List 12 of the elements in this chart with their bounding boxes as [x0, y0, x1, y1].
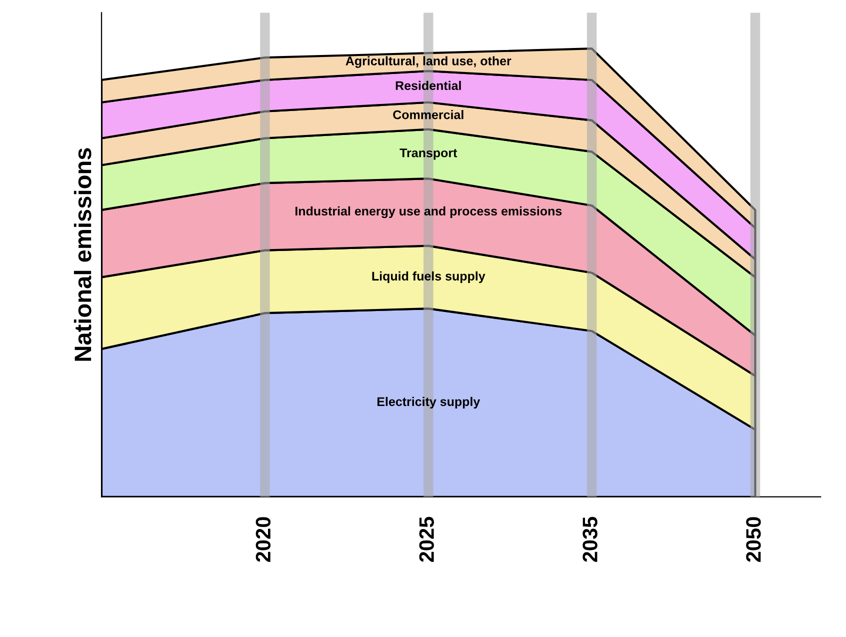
x-tick-label: 2050 — [746, 517, 761, 562]
series-label: Electricity supply — [377, 396, 480, 409]
series-label: Residential — [396, 80, 461, 90]
x-tick-label: 2025 — [419, 516, 434, 562]
series-label: Transport — [400, 148, 458, 160]
series-label: Liquid fuels supply — [372, 271, 486, 284]
x-tick-label: 2035 — [582, 516, 598, 562]
series-label: Industrial energy use and process emissions — [296, 206, 562, 218]
x-tick-label: 2020 — [256, 517, 271, 562]
series-label: Agricultural, land use, other — [346, 56, 512, 68]
y-axis-title: National emissions — [74, 148, 92, 361]
series-label: Commercial — [393, 110, 464, 120]
